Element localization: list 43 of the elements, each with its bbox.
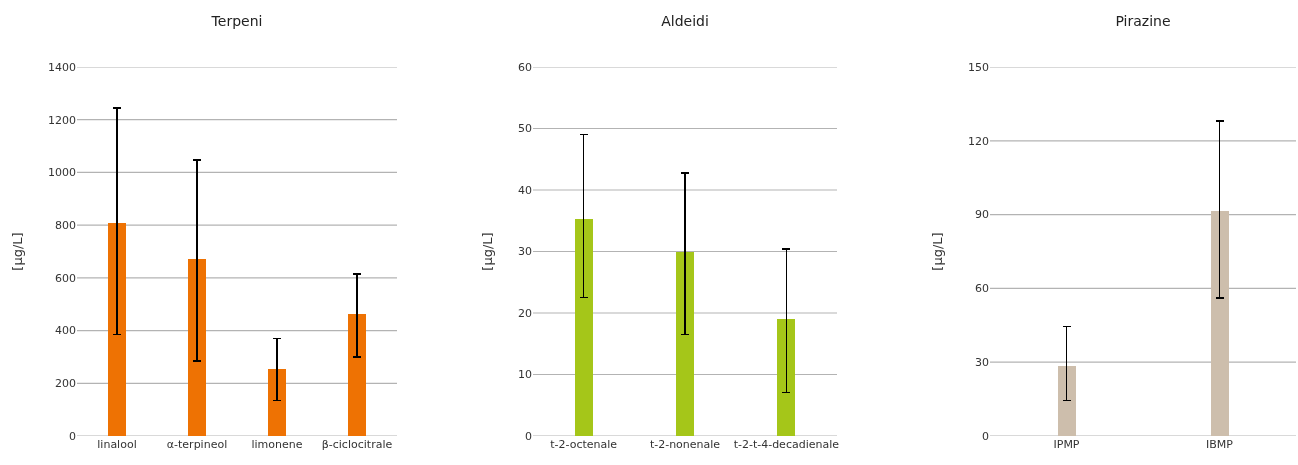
x-tick-label: limonene xyxy=(251,438,303,451)
y-tick-label: 20 xyxy=(518,306,532,320)
y-tick-label: 200 xyxy=(55,377,76,391)
chart-title: Terpeni xyxy=(210,12,263,29)
chart-title: Aldeidi xyxy=(661,12,709,29)
y-tick-label: 400 xyxy=(55,324,76,338)
x-tick-label: t-2-t-4-decadienale xyxy=(733,438,840,451)
y-tick-label: 10 xyxy=(518,368,532,382)
y-tick-label: 120 xyxy=(968,134,989,148)
y-tick-label: 1000 xyxy=(48,166,76,180)
bar xyxy=(676,251,694,436)
y-tick-label: 800 xyxy=(55,218,76,232)
y-tick-label: 150 xyxy=(968,60,989,74)
x-tick-label: t-2-nonenale xyxy=(649,438,721,451)
x-tick-label: t-2-octenale xyxy=(550,438,618,451)
chart-title: Pirazine xyxy=(1115,12,1171,29)
y-tick-label: 0 xyxy=(982,429,989,443)
y-axis-title: [µg/L] xyxy=(9,232,25,271)
y-tick-label: 0 xyxy=(525,429,532,443)
x-tick-label: IPMP xyxy=(1053,438,1080,451)
y-tick-label: 30 xyxy=(975,356,989,370)
y-tick-label: 40 xyxy=(518,183,532,197)
x-tick-label: α-terpineol xyxy=(166,438,228,451)
y-tick-label: 30 xyxy=(518,245,532,259)
y-tick-label: 600 xyxy=(55,271,76,285)
bar xyxy=(574,218,593,436)
bar xyxy=(777,318,796,436)
y-tick-label: 60 xyxy=(518,60,532,74)
x-tick-label: IBMP xyxy=(1206,438,1234,451)
y-tick-label: 1200 xyxy=(48,113,76,127)
y-tick-label: 60 xyxy=(975,282,989,296)
y-axis-title: [µg/L] xyxy=(929,232,945,271)
bar xyxy=(188,259,206,436)
y-tick-label: 1400 xyxy=(48,60,76,74)
bar xyxy=(348,313,366,436)
y-tick-label: 50 xyxy=(518,122,532,136)
x-tick-label: linalool xyxy=(97,438,137,451)
bar xyxy=(108,222,126,436)
x-tick-label: β-ciclocitrale xyxy=(321,438,393,451)
bar xyxy=(268,368,286,436)
y-tick-label: 0 xyxy=(69,429,76,443)
y-tick-label: 90 xyxy=(975,208,989,222)
y-axis-title: [µg/L] xyxy=(479,232,495,271)
